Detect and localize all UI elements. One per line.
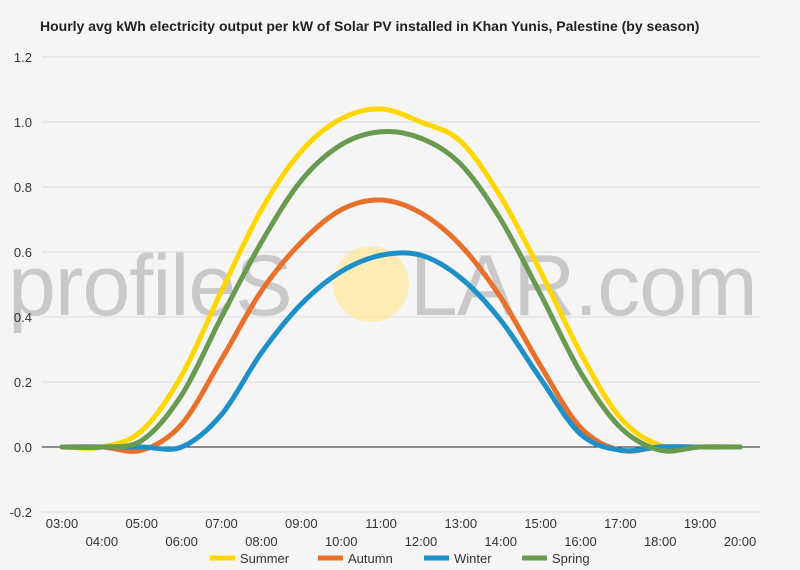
series-lines: [59, 106, 743, 454]
x-tick-label: 17:00: [604, 516, 637, 531]
x-tick-label: 06:00: [165, 534, 198, 549]
y-tick-label: 0.6: [14, 245, 32, 260]
x-tick-label: 05:00: [125, 516, 158, 531]
x-tick-label: 07:00: [205, 516, 238, 531]
x-tick-label: 10:00: [325, 534, 358, 549]
legend-label: Winter: [454, 551, 492, 566]
x-axis-ticks: 03:00 04:00 05:00 06:00 07:00 08:00 09:00 10:00…: [46, 516, 757, 549]
watermark-text-left: profileS: [8, 238, 292, 334]
series-line-summer: [59, 106, 743, 451]
y-tick-label: 1.2: [14, 50, 32, 65]
x-tick-label: 11:00: [365, 516, 397, 531]
x-tick-label: 14:00: [484, 534, 517, 549]
watermark-text-right: LAR.com: [410, 238, 757, 334]
x-tick-label: 13:00: [445, 516, 478, 531]
x-tick-label: 09:00: [285, 516, 318, 531]
y-axis-ticks: -0.2 0.0 0.2 0.4 0.6 0.8 1.0 1.2: [10, 50, 32, 520]
legend: Summer Autumn Winter Spring: [210, 551, 590, 566]
legend-label: Autumn: [348, 551, 393, 566]
x-tick-label: 19:00: [684, 516, 717, 531]
x-tick-label: 20:00: [724, 534, 757, 549]
legend-item-summer: Summer: [210, 551, 290, 566]
y-tick-label: 0.4: [14, 310, 32, 325]
legend-label: Summer: [240, 551, 290, 566]
x-tick-label: 18:00: [644, 534, 677, 549]
series-line-spring: [59, 128, 743, 454]
x-tick-label: 15:00: [524, 516, 557, 531]
y-tick-label: 0.8: [14, 180, 32, 195]
x-tick-label: 16:00: [564, 534, 597, 549]
y-tick-label: 0.0: [14, 440, 32, 455]
x-tick-label: 03:00: [46, 516, 79, 531]
y-tick-label: 0.2: [14, 375, 32, 390]
x-tick-label: 12:00: [405, 534, 438, 549]
legend-item-autumn: Autumn: [318, 551, 393, 566]
x-tick-label: 08:00: [245, 534, 278, 549]
legend-item-spring: Spring: [522, 551, 590, 566]
series-line-winter: [59, 250, 743, 454]
legend-item-winter: Winter: [424, 551, 492, 566]
chart-title: Hourly avg kWh electricity output per kW…: [40, 18, 700, 34]
y-tick-label: 1.0: [14, 115, 32, 130]
watermark-logo: profileS LAR.com: [8, 238, 758, 334]
legend-label: Spring: [552, 551, 590, 566]
x-tick-label: 04:00: [86, 534, 119, 549]
y-tick-label: -0.2: [10, 505, 32, 520]
